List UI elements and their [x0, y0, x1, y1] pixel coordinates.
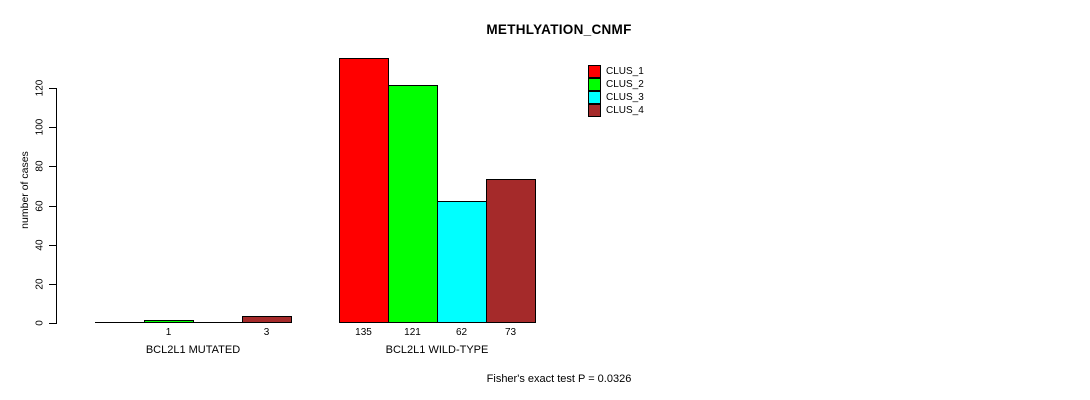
legend-entry-label: CLUS_1	[606, 66, 644, 77]
legend-swatch-clus_2	[588, 78, 601, 91]
y-tick-label: 20	[34, 278, 46, 290]
y-axis-tick	[49, 127, 56, 129]
y-tick-label: 40	[34, 239, 46, 251]
y-tick-label: 120	[34, 79, 46, 97]
bar-clus_4-group2	[486, 179, 536, 323]
y-axis-tick	[49, 323, 56, 324]
bar-value-label: 73	[504, 327, 517, 338]
bar-clus_3-group2	[437, 201, 487, 323]
bar-clus_4-group1	[242, 316, 292, 323]
bar-clus_2-group2	[388, 85, 438, 323]
legend-swatch-clus_4	[588, 104, 601, 117]
chart-title: METHLYATION_CNMF	[486, 22, 632, 37]
y-axis-tick	[49, 166, 56, 168]
y-axis-label: number of cases	[19, 151, 31, 229]
bar-clus_1-group2	[339, 58, 389, 323]
y-axis-tick	[49, 283, 56, 285]
legend-entry-label: CLUS_3	[606, 92, 644, 103]
legend-swatch-clus_3	[588, 91, 601, 104]
bar-value-label: 62	[455, 327, 468, 338]
zero-bar-clus_3-group1	[193, 322, 243, 323]
legend-entry-clus_2: CLUS_2	[588, 78, 644, 91]
y-tick-label: 80	[34, 160, 46, 172]
legend-entry-label: CLUS_2	[606, 79, 644, 90]
legend-entry-clus_4: CLUS_4	[588, 104, 644, 117]
bar-clus_2-group1	[144, 320, 194, 323]
y-axis-line	[56, 88, 57, 324]
zero-bar-clus_1-group1	[95, 322, 145, 323]
legend-swatch-clus_1	[588, 65, 601, 78]
y-axis-tick	[49, 244, 56, 246]
legend-entry-clus_1: CLUS_1	[588, 65, 644, 78]
group-label: BCL2L1 MUTATED	[145, 344, 241, 356]
bar-value-label: 121	[404, 327, 421, 338]
y-axis-tick	[49, 88, 56, 89]
bar-value-label: 1	[165, 327, 172, 338]
group-label: BCL2L1 WILD-TYPE	[385, 344, 489, 356]
bar-value-label: 3	[263, 327, 270, 338]
legend-entry-clus_3: CLUS_3	[588, 91, 644, 104]
y-tick-label: 60	[34, 199, 46, 212]
legend: CLUS_1 CLUS_2 CLUS_3 CLUS_4	[588, 65, 644, 117]
y-axis-tick	[49, 205, 56, 207]
y-tick-label: 0	[34, 320, 46, 326]
y-tick-label: 100	[34, 118, 46, 136]
legend-entry-label: CLUS_4	[606, 105, 644, 116]
bar-value-label: 135	[355, 327, 372, 338]
fisher-test-annotation: Fisher's exact test P = 0.0326	[486, 373, 632, 385]
